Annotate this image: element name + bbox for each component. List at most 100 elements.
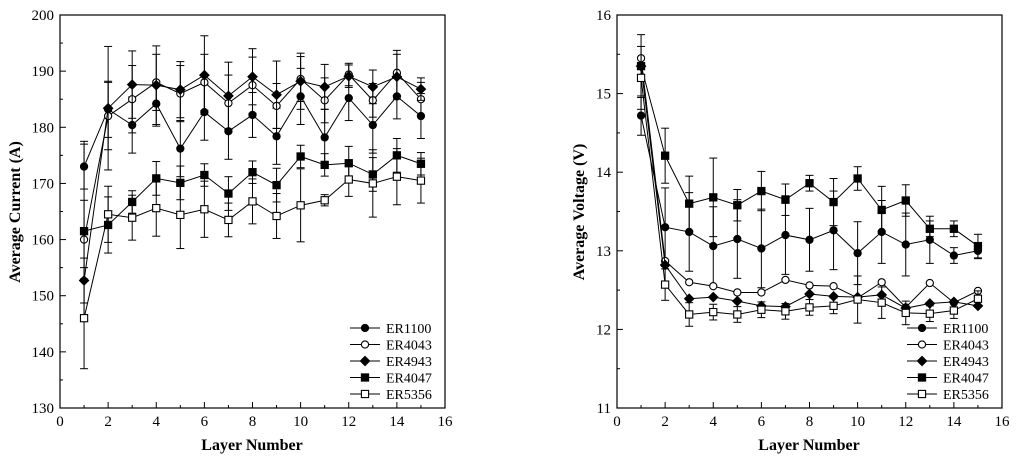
x-tick-label: 6 <box>201 414 209 430</box>
data-point <box>660 280 670 289</box>
legend-label: ER4943 <box>943 355 989 370</box>
data-point <box>200 205 209 214</box>
data-point <box>757 288 766 297</box>
data-point <box>925 235 934 244</box>
y-tick-label: 180 <box>32 120 55 136</box>
data-point <box>949 224 959 233</box>
legend-label: ER5356 <box>943 388 989 403</box>
data-point <box>781 307 790 316</box>
x-tick-label: 10 <box>850 414 865 430</box>
data-point <box>636 111 646 120</box>
legend-label: ER4047 <box>943 372 989 387</box>
data-point <box>224 189 233 198</box>
x-tick-label: 4 <box>710 414 718 430</box>
series-er5356 <box>79 148 426 370</box>
legend-item-er5356: ER5356 <box>350 388 432 403</box>
legend-item-er4943: ER4943 <box>350 355 432 370</box>
legend-marker <box>917 389 927 399</box>
axis-tick-labels: 0 2 4 6 8 10 12 14 16 130 140 150 160 170 180 190 200 <box>32 8 454 430</box>
data-point <box>853 249 862 258</box>
data-point <box>925 278 934 288</box>
x-tick-label: 8 <box>249 414 257 430</box>
y-tick-label: 130 <box>32 401 55 417</box>
data-point <box>877 298 886 307</box>
y-tick-label: 200 <box>32 8 55 24</box>
x-tick-label: 0 <box>56 414 64 430</box>
data-point <box>295 75 307 87</box>
y-tick-label: 16 <box>596 8 612 24</box>
legend-label: ER4043 <box>386 339 432 354</box>
data-point <box>901 308 910 318</box>
data-point <box>829 301 838 310</box>
data-point <box>368 120 377 130</box>
y-tick-label: 15 <box>596 87 611 103</box>
legend-item-er4043: ER4043 <box>350 339 432 354</box>
data-point <box>781 195 790 204</box>
data-point <box>805 235 814 244</box>
legend-item-er4943: ER4943 <box>907 355 989 370</box>
legend-marker <box>360 323 370 333</box>
data-point <box>733 310 742 319</box>
data-point <box>949 251 959 260</box>
x-tick-label: 14 <box>389 414 405 430</box>
series-er5356 <box>636 45 983 327</box>
data-point <box>973 241 983 251</box>
legend-label: ER4047 <box>386 372 432 387</box>
y-tick-label: 170 <box>32 176 55 192</box>
y-tick-label: 160 <box>32 233 55 249</box>
legend-marker <box>360 373 370 382</box>
data-point <box>829 197 838 207</box>
x-tick-label: 2 <box>661 414 669 430</box>
data-point <box>709 282 718 291</box>
legend-marker <box>917 373 927 382</box>
x-tick-label: 4 <box>153 414 161 430</box>
data-point <box>272 180 281 190</box>
x-axis-label: Layer Number <box>201 437 302 454</box>
data-point <box>296 201 305 210</box>
y-axis-label: Average Voltage (V) <box>571 144 588 281</box>
x-axis-label: Layer Number <box>758 437 859 454</box>
legend-marker <box>360 389 370 399</box>
data-point <box>368 179 377 188</box>
y-tick-label: 150 <box>32 289 55 305</box>
data-point <box>296 152 305 161</box>
data-point <box>247 71 258 83</box>
data-point <box>877 278 886 287</box>
data-point <box>829 226 838 235</box>
data-point <box>198 69 210 81</box>
data-point <box>685 199 694 208</box>
data-point <box>733 288 742 297</box>
data-point <box>709 193 718 202</box>
data-point <box>685 278 694 287</box>
data-point <box>925 224 934 233</box>
x-tick-label: 0 <box>613 414 621 430</box>
legend-item-er1100: ER1100 <box>907 322 988 337</box>
data-point <box>176 210 185 220</box>
data-point <box>415 83 427 95</box>
data-point <box>925 309 934 318</box>
data-point <box>152 203 161 213</box>
legend-item-er4047: ER4047 <box>350 372 432 387</box>
data-point <box>320 160 329 170</box>
x-tick-label: 8 <box>806 414 814 430</box>
data-point <box>320 196 329 205</box>
data-point <box>973 294 983 303</box>
x-tick-label: 12 <box>898 414 913 430</box>
data-point <box>343 70 355 82</box>
data-point <box>103 210 113 219</box>
data-point <box>901 240 910 249</box>
legend-item-er4047: ER4047 <box>907 372 989 387</box>
data-point <box>320 133 329 142</box>
data-point <box>272 211 281 221</box>
data-point <box>733 201 742 210</box>
data-point <box>174 84 186 96</box>
data-point <box>731 295 743 307</box>
data-point <box>757 186 766 196</box>
data-point <box>176 144 185 153</box>
legend-marker <box>917 340 927 349</box>
y-tick-label: 13 <box>596 244 611 260</box>
data-point <box>733 234 742 244</box>
